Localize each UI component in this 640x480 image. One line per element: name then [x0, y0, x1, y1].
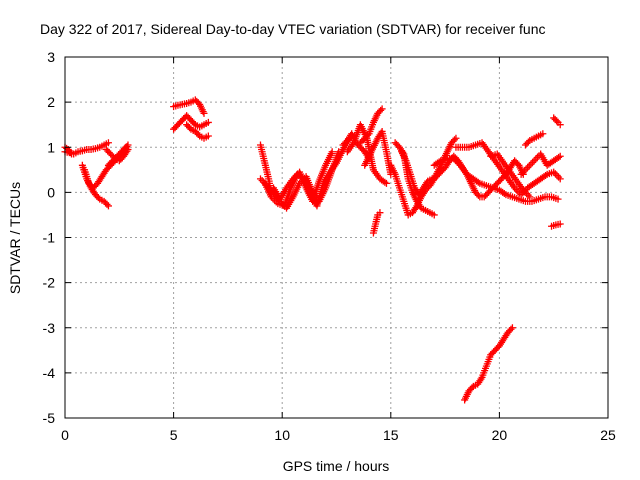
series-track-ab — [548, 220, 564, 230]
data-point — [556, 175, 564, 183]
series-track-aa — [550, 114, 564, 129]
y-tick-label: -3 — [43, 320, 56, 336]
data-point — [474, 191, 482, 199]
data-point — [122, 143, 130, 151]
x-tick-label: 5 — [170, 427, 178, 443]
data-point — [186, 124, 194, 132]
y-tick-label: 1 — [47, 139, 55, 155]
data-point — [204, 132, 212, 140]
data-point — [508, 324, 516, 332]
x-axis-label: GPS time / hours — [283, 458, 390, 474]
grid-lines — [65, 57, 608, 418]
data-point — [542, 171, 550, 179]
data-point — [103, 200, 111, 208]
data-point — [525, 162, 533, 170]
y-tick-label: -5 — [43, 410, 56, 426]
y-tick-label: -2 — [43, 275, 56, 291]
y-tick-label: 0 — [47, 184, 55, 200]
x-tick-label: 25 — [600, 427, 616, 443]
series-track-y — [517, 150, 564, 178]
data-point — [500, 190, 508, 198]
data-point — [526, 193, 534, 201]
series-track-x — [487, 150, 534, 201]
data-point — [382, 179, 390, 187]
data-point — [530, 157, 538, 165]
data-point — [555, 173, 563, 181]
data-point — [556, 152, 564, 160]
data-point — [190, 119, 198, 127]
data-point — [555, 153, 563, 161]
data-point — [556, 220, 564, 228]
data-point — [430, 211, 438, 219]
series-track-z — [521, 130, 547, 149]
data-point — [539, 130, 547, 138]
data-point — [381, 178, 389, 186]
data-point — [364, 131, 372, 139]
y-tick-label: -1 — [43, 230, 56, 246]
data-point — [532, 155, 540, 163]
y-tick-label: 3 — [47, 49, 55, 65]
series-track-i — [183, 121, 212, 142]
x-tick-label: 20 — [492, 427, 508, 443]
series-track-h — [170, 112, 212, 133]
data-point — [377, 106, 385, 114]
series-track-v — [430, 155, 562, 205]
data-point — [328, 148, 336, 156]
data-point — [376, 209, 384, 217]
data-point — [68, 150, 76, 158]
x-tick-label: 0 — [61, 427, 69, 443]
series-track-q — [361, 127, 395, 178]
data-point — [529, 158, 537, 166]
x-tick-label: 15 — [383, 427, 399, 443]
data-point — [256, 175, 264, 183]
data-point — [554, 195, 562, 203]
data-point — [551, 170, 559, 178]
data-point — [378, 105, 386, 113]
data-point — [452, 134, 460, 142]
data-point — [451, 136, 459, 144]
series-track-w — [452, 139, 564, 199]
data-point — [524, 164, 532, 172]
series-track-b — [61, 143, 76, 158]
data-point — [468, 384, 476, 392]
y-tick-label: 2 — [47, 94, 55, 110]
x-tick-label: 10 — [274, 427, 290, 443]
data-points — [61, 96, 564, 404]
data-point — [120, 145, 128, 153]
data-point — [524, 138, 532, 146]
data-point — [194, 130, 202, 138]
data-point — [104, 202, 112, 210]
series-track-ac — [461, 324, 516, 404]
data-point — [507, 325, 515, 333]
data-point — [556, 121, 564, 129]
series-track-f — [104, 143, 130, 169]
series-track-p — [356, 105, 386, 147]
data-point — [104, 139, 112, 147]
data-point — [66, 149, 74, 157]
series-track-o — [343, 121, 390, 187]
data-point — [553, 117, 561, 125]
data-point — [94, 194, 102, 202]
series-track-l — [261, 134, 354, 210]
data-point — [435, 158, 443, 166]
data-point — [474, 178, 482, 186]
y-axis-label: SDTVAR / TECUs — [7, 182, 23, 294]
data-point — [527, 160, 535, 168]
series-track-r — [369, 209, 384, 237]
series-track-g — [170, 96, 208, 117]
data-point — [200, 109, 208, 117]
chart-title: Day 322 of 2017, Sidereal Day-to-day VTE… — [40, 21, 546, 37]
y-tick-label: -4 — [43, 365, 56, 381]
data-point — [204, 118, 212, 126]
series-track-m — [270, 148, 336, 205]
axis-ticks: 0 5 10 15 20 25 -5 -4 -3 -2 -1 0 1 2 3 — [43, 49, 616, 443]
